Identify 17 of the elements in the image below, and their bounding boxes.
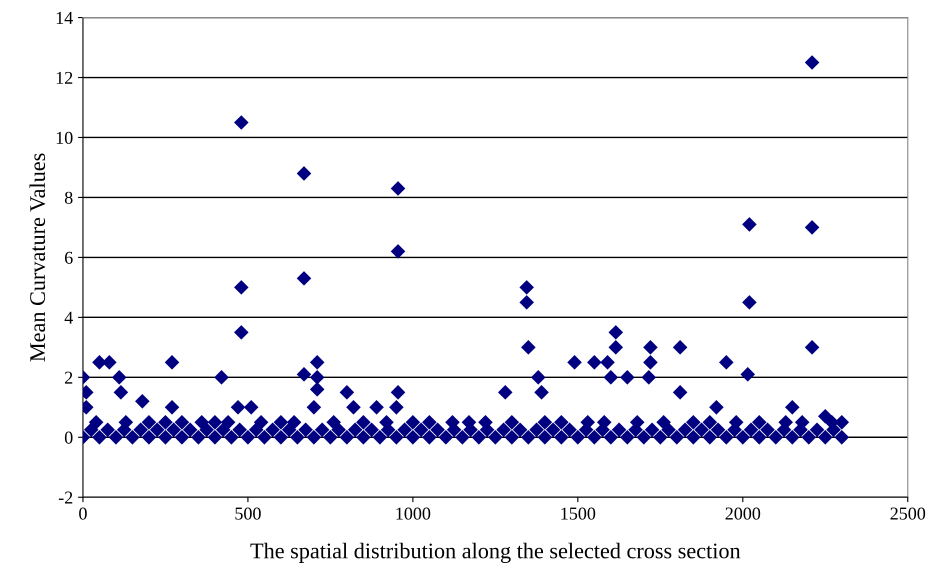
x-tick-label: 2000	[726, 507, 760, 520]
y-tick-label: 4	[64, 312, 73, 324]
y-tick-label: 2	[64, 372, 72, 384]
y-axis-title: Mean Curvature Values	[29, 154, 46, 362]
x-tick-label: 0	[79, 507, 87, 520]
x-tick-label: 1500	[561, 507, 596, 520]
y-tick-label: 6	[64, 252, 73, 264]
x-axis-title: The spatial distribution along the selected cross section	[250, 542, 740, 564]
y-tick-label: 12	[56, 72, 72, 84]
y-tick-label: 8	[64, 192, 73, 204]
y-tick-label: 10	[56, 132, 73, 144]
y-tick-label: -2	[58, 492, 72, 504]
y-tick-label: 14	[56, 12, 73, 24]
x-tick-label: 1000	[396, 507, 430, 520]
x-tick-label: 2500	[890, 507, 926, 520]
y-tick-label: 0	[64, 432, 73, 444]
x-tick-label: 500	[235, 507, 261, 520]
